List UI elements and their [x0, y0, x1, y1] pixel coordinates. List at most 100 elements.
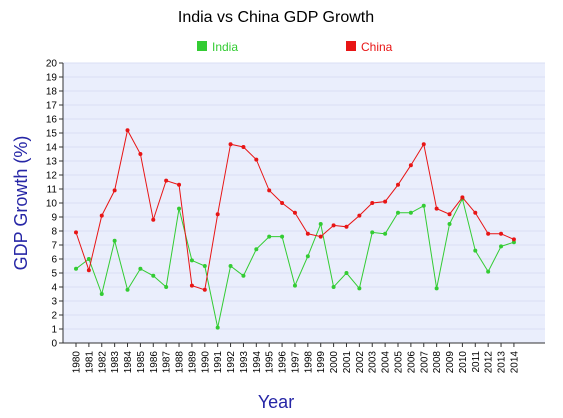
x-tick-label: 1998: [303, 351, 314, 374]
data-point-china: [151, 217, 156, 222]
legend-swatch-china: [346, 41, 356, 51]
data-point-india: [383, 231, 388, 236]
series-lines: [74, 128, 516, 330]
data-point-india: [511, 240, 516, 245]
data-point-india: [292, 283, 297, 288]
data-point-india: [164, 285, 169, 289]
legend-label-china: China: [361, 40, 393, 54]
x-tick-label: 2014: [509, 351, 520, 374]
legend: India China: [197, 40, 393, 54]
x-tick-label: 2006: [406, 351, 417, 374]
data-point-india: [228, 264, 233, 268]
y-tick-label: 7: [51, 241, 57, 252]
data-point-india: [202, 264, 207, 268]
y-tick-label: 5: [51, 269, 57, 280]
data-point-china: [357, 213, 362, 218]
data-point-china: [460, 195, 465, 200]
data-point-china: [447, 212, 452, 217]
data-point-china: [408, 163, 413, 168]
data-point-china: [86, 268, 91, 273]
data-point-india: [241, 273, 246, 278]
data-point-china: [112, 188, 117, 193]
data-point-india: [112, 238, 117, 243]
data-point-india: [177, 206, 182, 211]
x-tick-label: 2000: [329, 351, 340, 374]
data-point-china: [241, 145, 246, 149]
y-tick-label: 4: [51, 283, 57, 294]
data-point-china: [189, 283, 194, 288]
y-tick-label: 17: [46, 101, 58, 112]
data-point-china: [177, 182, 182, 187]
data-point-china: [344, 224, 349, 229]
data-point-india: [434, 286, 439, 291]
data-point-china: [267, 188, 272, 193]
x-tick-label: 1999: [316, 351, 327, 374]
data-point-india: [267, 234, 272, 239]
data-point-india: [305, 254, 310, 259]
x-tick-label: 2005: [394, 351, 405, 374]
data-point-india: [370, 230, 375, 235]
chart-title: India vs China GDP Growth: [178, 9, 374, 26]
data-point-china: [421, 142, 426, 147]
y-tick-label: 6: [51, 255, 57, 266]
data-point-india: [499, 244, 504, 249]
y-tick-label: 14: [46, 143, 58, 154]
x-tick-label: 2003: [368, 351, 379, 374]
x-tick-label: 1981: [84, 351, 95, 374]
data-point-china: [202, 287, 207, 292]
x-tick-label: 1995: [265, 351, 276, 374]
y-tick-label: 9: [51, 213, 57, 224]
data-point-china: [318, 234, 323, 239]
data-point-india: [486, 269, 491, 274]
x-tick-label: 1988: [175, 351, 186, 374]
data-point-india: [473, 248, 478, 253]
x-tick-label: 1990: [200, 351, 211, 374]
x-tick-label: 2001: [342, 351, 353, 374]
data-point-china: [280, 201, 285, 205]
y-tick-label: 19: [46, 73, 58, 84]
x-tick-label: 1984: [123, 351, 134, 374]
data-point-china: [486, 231, 491, 236]
y-tick-label: 8: [51, 227, 57, 238]
y-tick-label: 13: [46, 157, 58, 168]
x-tick-label: 2004: [381, 351, 392, 374]
x-tick-label: 1996: [278, 351, 289, 374]
data-point-china: [138, 152, 143, 156]
x-tick-label: 1993: [239, 351, 250, 374]
y-tick-label: 10: [46, 199, 58, 210]
x-tick-label: 2009: [445, 351, 456, 374]
legend-swatch-india: [197, 41, 207, 51]
x-tick-label: 1986: [149, 351, 160, 374]
data-point-india: [396, 210, 400, 215]
y-tick-label: 15: [46, 129, 58, 140]
x-tick-label: 2013: [497, 351, 508, 374]
data-point-india: [99, 292, 104, 296]
data-point-china: [383, 199, 388, 204]
data-point-china: [254, 157, 259, 162]
x-tick-label: 2007: [419, 351, 430, 374]
data-point-china: [370, 201, 375, 205]
x-tick-label: 2008: [432, 351, 443, 374]
data-point-china: [215, 212, 220, 217]
x-tick-label: 1997: [290, 351, 301, 374]
x-tick-label: 1987: [162, 351, 173, 374]
x-tick-label: 1985: [136, 351, 147, 374]
data-point-india: [125, 287, 130, 292]
data-point-india: [86, 257, 91, 261]
data-point-india: [421, 203, 426, 208]
y-tick-label: 12: [46, 171, 58, 182]
data-point-india: [408, 210, 413, 215]
y-tick-label: 18: [46, 87, 58, 98]
data-point-india: [74, 266, 78, 271]
x-tick-label: 1992: [226, 351, 237, 374]
data-point-china: [292, 210, 297, 215]
y-tick-label: 11: [47, 185, 58, 196]
x-tick-label: 2011: [471, 351, 482, 373]
y-tick-label: 1: [51, 325, 57, 336]
legend-label-india: India: [212, 40, 238, 54]
x-tick-label: 1980: [72, 351, 83, 374]
data-point-china: [228, 142, 233, 147]
data-point-india: [318, 222, 323, 226]
